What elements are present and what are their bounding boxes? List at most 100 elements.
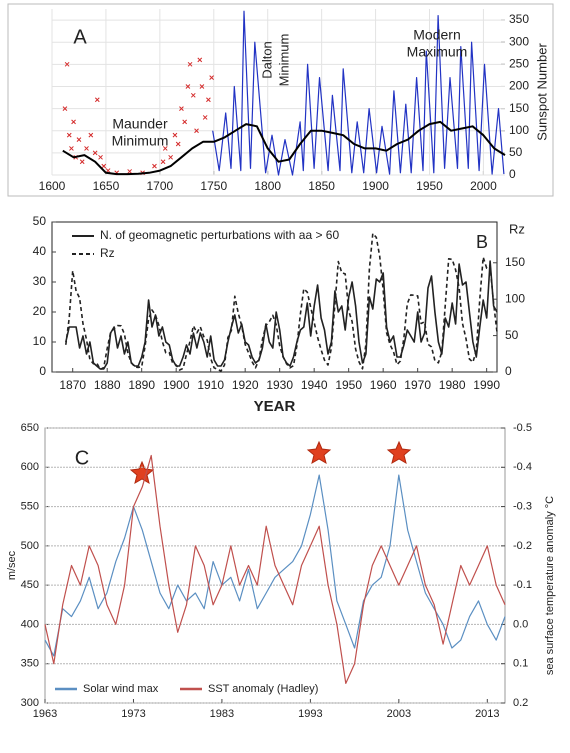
annotation: C	[75, 447, 89, 469]
y-tick-label: 300	[509, 34, 529, 48]
y-axis-label: m/sec	[6, 550, 18, 580]
scatter-point	[98, 154, 103, 160]
scatter-point	[127, 169, 133, 174]
y2-axis-label: Rz	[509, 221, 525, 236]
x-tick-label: 1970	[404, 378, 431, 392]
y-tick-label: 350	[21, 658, 39, 670]
star	[129, 460, 155, 485]
y-tick-label: 50	[509, 145, 523, 159]
scatter-point	[160, 159, 166, 165]
legend-label: Solar wind max	[83, 683, 159, 695]
x-tick-label: 1900	[362, 179, 389, 193]
y2-tick-label: -0.1	[513, 579, 532, 591]
annotation: Maximum	[407, 44, 468, 60]
stars	[129, 440, 412, 485]
y-tick-label: 350	[509, 12, 529, 26]
y2-tick-label: -0.3	[513, 500, 532, 512]
y-tick-label: 550	[21, 500, 39, 512]
scatter-point	[66, 132, 72, 138]
scatter-point	[84, 146, 89, 151]
scatter-point	[94, 97, 100, 103]
annotation: Minimum	[112, 133, 169, 149]
series-line	[62, 120, 506, 176]
scatter-point	[187, 61, 193, 67]
scatter-point	[88, 132, 94, 138]
y-tick-label: 30	[33, 274, 47, 288]
x-tick-label: 1700	[147, 179, 174, 193]
x-tick-label: 1950	[416, 179, 443, 193]
series-line	[44, 454, 506, 684]
y2-tick-label: 0	[505, 364, 512, 378]
y2-tick-label: 0.1	[513, 658, 528, 670]
y-tick-label: 450	[21, 579, 39, 591]
scatter-point	[152, 163, 157, 169]
x-tick-label: 1963	[33, 708, 57, 720]
x-tick-label: 1650	[93, 179, 120, 193]
y-tick-label: 650	[21, 422, 39, 434]
scatter-point	[206, 97, 211, 103]
x-tick-label: 1870	[59, 378, 86, 392]
y-tick-label: 0	[39, 364, 46, 378]
x-tick-label: 1960	[370, 378, 397, 392]
x-tick-label: 1800	[254, 179, 281, 193]
annotation: Maunder	[112, 116, 168, 132]
x-tick-label: 1980	[439, 378, 466, 392]
scatter-point	[194, 128, 199, 134]
x-tick-label: 2013	[475, 708, 499, 720]
x-tick-label: 1950	[335, 378, 362, 392]
y-axis-label: Sunspot Number	[534, 43, 549, 141]
y2-tick-label: 0.0	[513, 618, 528, 630]
y2-tick-label: 50	[505, 328, 519, 342]
x-tick-label: 1983	[210, 708, 234, 720]
legend-label: N. of geomagnetic perturbations with aa …	[100, 228, 339, 242]
y2-tick-label: 0.2	[513, 697, 528, 709]
x-tick-label: 1890	[128, 378, 155, 392]
y-tick-label: 40	[33, 244, 47, 258]
scatter-point	[168, 154, 173, 160]
y2-tick-label: -0.5	[513, 422, 532, 434]
scatter-point	[79, 159, 85, 165]
scatter-point	[199, 84, 205, 89]
scatter-point	[175, 141, 181, 147]
y-tick-label: 0	[509, 167, 516, 181]
scatter-point	[179, 106, 184, 111]
x-tick-label: 1973	[121, 708, 145, 720]
scatter-point	[101, 163, 107, 169]
star	[306, 440, 332, 465]
y2-tick-label: 100	[505, 291, 525, 305]
legend-label: Rz	[100, 246, 115, 260]
x-tick-label: 1600	[39, 179, 66, 193]
y-tick-label: 150	[509, 101, 529, 115]
plot-frame	[51, 221, 498, 373]
scatter-point	[172, 132, 178, 138]
scatter-point	[71, 119, 76, 125]
scatter-point	[69, 146, 74, 151]
y2-tick-label: -0.2	[513, 540, 532, 552]
scatter-point	[202, 115, 208, 120]
x-tick-label: 1900	[163, 378, 190, 392]
legend-label: SST anomaly (Hadley)	[208, 683, 318, 695]
scatter-point	[190, 92, 196, 98]
y-tick-label: 100	[509, 123, 529, 137]
y2-tick-label: 150	[505, 255, 525, 269]
y2-axis-label: sea surface temperature anomaly °C	[544, 496, 556, 675]
scatter-point	[62, 106, 68, 111]
x-tick-label: 1930	[266, 378, 293, 392]
scatter-point	[185, 84, 191, 89]
x-axis-label: YEAR	[254, 398, 296, 415]
annotation: Minimum	[276, 34, 291, 87]
scatter-point	[209, 75, 214, 80]
annotation: Dalton	[259, 41, 274, 79]
series-line	[44, 474, 506, 657]
y-tick-label: 200	[509, 79, 529, 93]
x-tick-label: 1880	[94, 378, 121, 392]
series-line	[65, 232, 498, 372]
x-tick-label: 1940	[301, 378, 328, 392]
y-tick-label: 10	[33, 334, 47, 348]
scatter-point	[162, 146, 168, 151]
y-tick-label: 50	[33, 214, 47, 228]
y-tick-label: 20	[33, 304, 47, 318]
annotation: B	[476, 232, 488, 252]
annotation: A	[73, 26, 87, 48]
